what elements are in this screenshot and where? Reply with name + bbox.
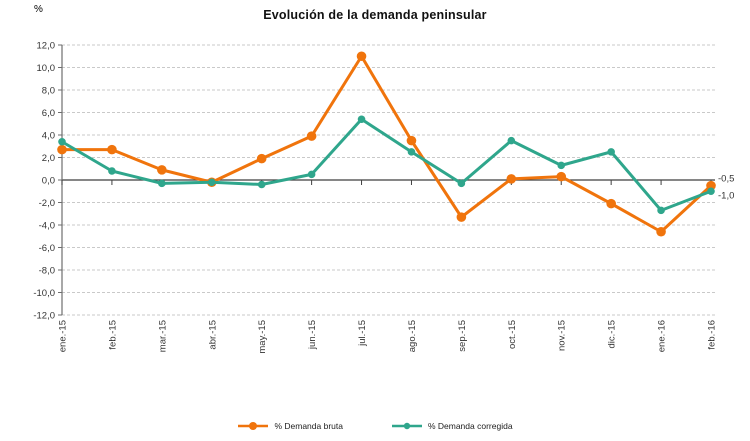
x-tick-label: jun.-15 [307, 320, 318, 350]
chart-canvas: 12,0 10,0 8,0 6,0 4,0 2,0 0,0 -2,0 -4,0 -6,0 -8,0 -… [33, 41, 734, 354]
x-tick-label: ene.-16 [657, 320, 668, 352]
data-point [456, 212, 467, 222]
data-point [58, 137, 66, 146]
legend-marker-demanda-bruta [238, 422, 269, 430]
x-tick-label: ago.-15 [407, 320, 418, 352]
x-tick-label: feb.-15 [107, 320, 118, 350]
data-point [506, 174, 517, 184]
series-line-0 [60, 54, 713, 234]
data-point [557, 161, 566, 170]
y-tick-label: -4,0 [39, 221, 55, 232]
y-tick-label: 0,0 [42, 176, 55, 187]
data-point [707, 187, 715, 196]
legend-label-demanda-corregida: % Demanda corregida [427, 421, 513, 431]
chart-title: Evolución de la demanda peninsular [263, 8, 487, 22]
x-tick-label: sep.-15 [457, 320, 468, 352]
legend-label-demanda-bruta: % Demanda bruta [274, 421, 343, 431]
y-tick-label: 10,0 [37, 63, 56, 74]
data-point [556, 171, 567, 182]
series-line-1 [60, 117, 713, 212]
end-value-label: -0,5 [718, 174, 734, 185]
legend-item-demanda-bruta: % Demanda bruta [237, 421, 343, 431]
data-point [507, 136, 516, 145]
y-axis-unit-label: % [34, 4, 43, 15]
data-point [706, 180, 716, 191]
y-tick-label: 8,0 [42, 86, 55, 97]
chart-legend: % Demanda bruta % Demanda corregida [0, 421, 750, 431]
y-tick-label: -8,0 [39, 266, 55, 277]
data-point [108, 167, 116, 175]
data-point [157, 165, 167, 175]
x-tick-label: dic.-15 [607, 320, 618, 349]
data-point [158, 179, 166, 188]
end-value-label: -1,0 [718, 190, 734, 201]
y-tick-label: 2,0 [42, 153, 55, 164]
data-point [257, 180, 266, 189]
data-point [457, 179, 466, 188]
x-tick-label: may.-15 [257, 320, 268, 354]
data-point [356, 51, 367, 62]
x-tick-label: oct.-15 [507, 320, 518, 349]
y-tick-label: -12,0 [33, 311, 55, 322]
y-tick-label: 4,0 [42, 131, 55, 142]
data-point [306, 131, 317, 141]
x-tick-label: nov.-15 [557, 320, 568, 351]
data-point [606, 198, 616, 209]
data-point [307, 170, 316, 179]
legend-item-demanda-corregida: % Demanda corregida [391, 421, 513, 431]
legend-marker-demanda-corregida [391, 422, 422, 430]
data-point [357, 115, 366, 124]
data-point [407, 148, 416, 156]
y-tick-label: 12,0 [37, 41, 56, 52]
data-point [656, 226, 666, 237]
y-tick-label: -10,0 [33, 288, 55, 299]
y-tick-label: -2,0 [39, 198, 55, 209]
x-tick-label: feb.-16 [707, 320, 718, 350]
y-tick-label: -6,0 [39, 243, 55, 254]
x-tick-label: jul.-15 [357, 320, 368, 347]
data-point [657, 206, 665, 215]
y-tick-label: 6,0 [42, 108, 55, 119]
data-point [57, 144, 67, 155]
data-point [107, 144, 117, 155]
x-tick-label: abr.-15 [207, 320, 218, 350]
data-point [607, 148, 615, 156]
x-tick-label: mar.-15 [157, 320, 168, 352]
x-tick-label: ene.-15 [58, 320, 69, 352]
data-point [406, 135, 417, 146]
data-point [207, 178, 216, 187]
data-point [256, 153, 267, 164]
